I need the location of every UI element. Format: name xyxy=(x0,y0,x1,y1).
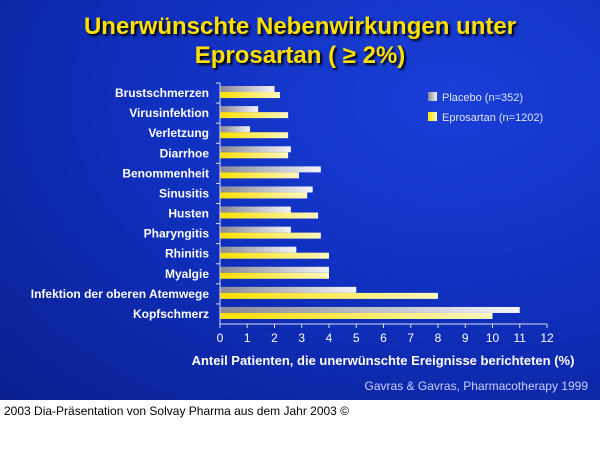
bar-eprosartan xyxy=(220,92,280,99)
legend-swatch xyxy=(428,112,437,121)
x-tick-label: 5 xyxy=(353,331,360,345)
bar-placebo xyxy=(220,206,291,213)
bar-placebo xyxy=(220,86,275,93)
category-label: Diarrhoe xyxy=(160,146,210,160)
category-label: Benommenheit xyxy=(122,166,209,180)
category-label: Rhinitis xyxy=(165,247,209,261)
x-tick-label: 7 xyxy=(407,331,414,345)
x-tick-label: 12 xyxy=(540,331,554,345)
bar-eprosartan xyxy=(220,212,319,219)
bar-eprosartan xyxy=(220,252,329,259)
category-label: Myalgie xyxy=(165,267,209,281)
bar-eprosartan xyxy=(220,112,289,119)
slide: Unerwünschte Nebenwirkungen unter Eprosa… xyxy=(0,0,600,400)
bar-placebo xyxy=(220,186,313,193)
legend-label: Eprosartan (n=1202) xyxy=(442,112,543,124)
category-label: Sinusitis xyxy=(159,186,209,200)
bar-eprosartan xyxy=(220,312,493,319)
x-tick-label: 6 xyxy=(380,331,387,345)
category-label: Husten xyxy=(168,207,209,221)
bar-eprosartan xyxy=(220,152,289,159)
x-tick-label: 4 xyxy=(326,331,333,345)
x-tick-label: 2 xyxy=(271,331,278,345)
bar-placebo xyxy=(220,306,520,313)
source-note: Gavras & Gavras, Pharmacotherapy 1999 xyxy=(364,379,588,393)
legend-label: Placebo (n=352) xyxy=(442,92,523,104)
bar-placebo xyxy=(220,286,357,293)
bar-placebo xyxy=(220,226,291,233)
bar-placebo xyxy=(220,246,297,253)
x-tick-label: 8 xyxy=(435,331,442,345)
bar-placebo xyxy=(220,106,259,113)
category-label: Kopfschmerz xyxy=(133,307,209,321)
x-tick-label: 1 xyxy=(244,331,251,345)
bar-eprosartan xyxy=(220,172,300,179)
x-tick-label: 3 xyxy=(298,331,305,345)
x-axis-label: Anteil Patienten, die unerwünschte Ereig… xyxy=(192,353,575,368)
bar-placebo xyxy=(220,126,250,133)
category-label: Infektion der oberen Atemwege xyxy=(31,287,210,301)
bar-placebo xyxy=(220,266,329,273)
bar-eprosartan xyxy=(220,272,329,279)
chart-title: Unerwünschte Nebenwirkungen unter Eprosa… xyxy=(0,12,600,70)
bar-eprosartan xyxy=(220,292,438,299)
title-line-1: Unerwünschte Nebenwirkungen unter xyxy=(83,13,517,40)
category-label: Virusinfektion xyxy=(129,106,209,120)
caption: 2003 Dia-Präsentation von Solvay Pharma … xyxy=(4,404,350,418)
x-tick-label: 11 xyxy=(514,331,527,345)
bar-eprosartan xyxy=(220,192,308,199)
bar-placebo xyxy=(220,146,291,153)
bar-placebo xyxy=(220,166,321,173)
legend-swatch xyxy=(428,92,437,101)
category-label: Verletzung xyxy=(148,126,209,140)
bar-eprosartan xyxy=(220,132,289,139)
x-tick-label: 0 xyxy=(217,331,224,345)
x-tick-label: 10 xyxy=(486,331,500,345)
x-tick-label: 9 xyxy=(462,331,469,345)
bar-chart: Brustschmerzen Virusinfektion Verletzung Di… xyxy=(31,82,575,368)
title-line-2: Eprosartan ( ≥ 2%) xyxy=(194,42,406,69)
category-label: Brustschmerzen xyxy=(115,86,209,100)
category-label: Pharyngitis xyxy=(144,227,210,241)
bar-eprosartan xyxy=(220,232,321,239)
